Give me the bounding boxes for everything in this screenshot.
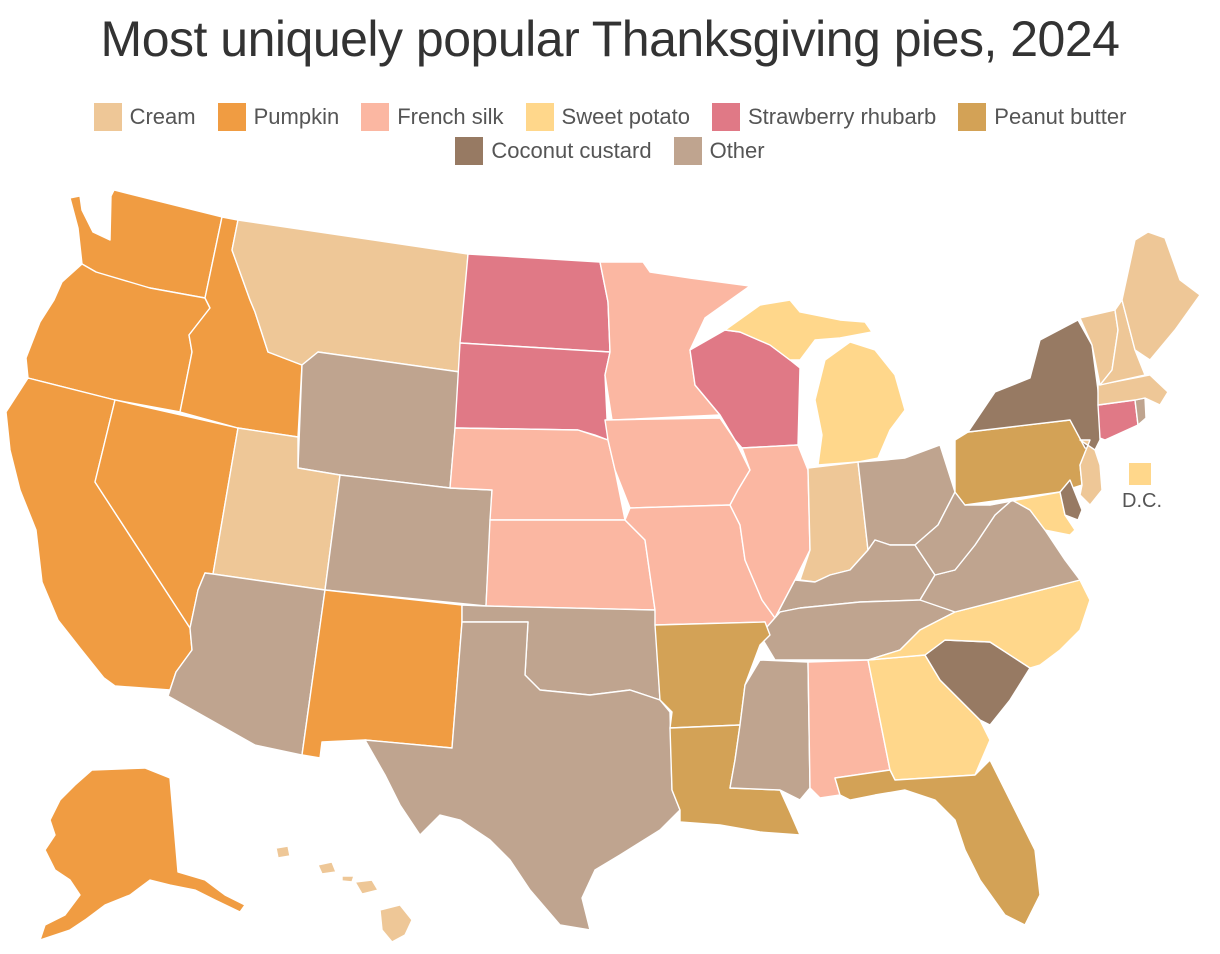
state-ms — [729, 659, 811, 801]
legend-item-french-silk: French silk — [361, 103, 504, 131]
state-nj — [1079, 439, 1103, 506]
state-hi-oahu — [317, 861, 337, 875]
legend-row-2: Coconut custard Other — [0, 134, 1220, 168]
dc-label: D.C. — [1122, 490, 1162, 512]
legend-swatch — [455, 137, 484, 165]
state-nm — [301, 589, 463, 759]
legend-label: Coconut custard — [491, 138, 652, 163]
legend-item-peanut-butter: Peanut butter — [958, 103, 1126, 131]
state-mi-lower — [814, 341, 906, 466]
state-hi-kauai — [275, 845, 291, 859]
legend-label: Cream — [129, 104, 196, 129]
legend-swatch — [217, 103, 246, 131]
legend-swatch — [958, 103, 987, 131]
legend-swatch — [525, 103, 554, 131]
legend-swatch — [711, 103, 740, 131]
legend-label: Sweet potato — [561, 104, 690, 129]
state-hi-maui — [354, 879, 379, 895]
state-co — [324, 474, 493, 607]
legend-swatch — [93, 103, 122, 131]
legend-item-strawberry-rhubarb: Strawberry rhubarb — [711, 103, 937, 131]
legend-label: Other — [709, 138, 765, 163]
state-ak — [39, 767, 246, 941]
legend-item-coconut-custard: Coconut custard — [455, 137, 652, 165]
state-hi-big — [379, 904, 413, 943]
chart-title: Most uniquely popular Thanksgiving pies,… — [100, 11, 1120, 67]
legend-label: Pumpkin — [253, 104, 340, 129]
legend-item-sweet-potato: Sweet potato — [525, 103, 690, 131]
legend-label: French silk — [397, 104, 504, 129]
legend-item-other: Other — [673, 137, 765, 165]
state-mt — [231, 219, 469, 373]
state-nd — [459, 253, 611, 353]
state-ct — [1097, 399, 1139, 441]
legend-item-cream: Cream — [93, 103, 196, 131]
state-wy — [297, 351, 461, 489]
legend-swatch — [361, 103, 390, 131]
state-mi-upper — [724, 299, 873, 361]
legend-swatch — [673, 137, 702, 165]
state-tx — [364, 621, 681, 931]
legend-item-pumpkin: Pumpkin — [217, 103, 340, 131]
state-fl — [834, 759, 1041, 926]
legend-label: Peanut butter — [994, 104, 1127, 129]
legend-label: Strawberry rhubarb — [747, 104, 937, 129]
state-ma — [1097, 374, 1169, 406]
state-de — [1059, 479, 1083, 521]
state-hi-molokai — [341, 875, 355, 883]
legend: Cream Pumpkin French silk Sweet potato S… — [0, 100, 1220, 168]
state-sd — [454, 342, 611, 441]
dc-marker — [1129, 463, 1151, 485]
state-ks — [485, 519, 656, 611]
legend-row-1: Cream Pumpkin French silk Sweet potato S… — [0, 100, 1220, 134]
state-me — [1121, 231, 1201, 361]
state-ia — [604, 417, 751, 509]
